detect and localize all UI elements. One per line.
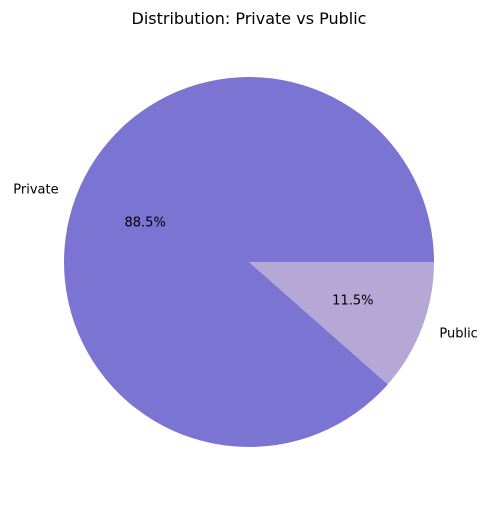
chart-title: Distribution: Private vs Public bbox=[132, 9, 367, 28]
pie-slices bbox=[64, 76, 434, 447]
pie-category-label-public: Public bbox=[439, 326, 477, 341]
pie-slice-private bbox=[64, 76, 434, 447]
pie-percent-label-public: 11.5% bbox=[332, 294, 373, 309]
pie-percent-label-private: 88.5% bbox=[125, 215, 166, 230]
pie-category-label-private: Private bbox=[13, 183, 58, 198]
pie-labels: 88.5% Private 11.5% Public bbox=[13, 183, 478, 342]
pie-slice-public bbox=[249, 262, 434, 385]
